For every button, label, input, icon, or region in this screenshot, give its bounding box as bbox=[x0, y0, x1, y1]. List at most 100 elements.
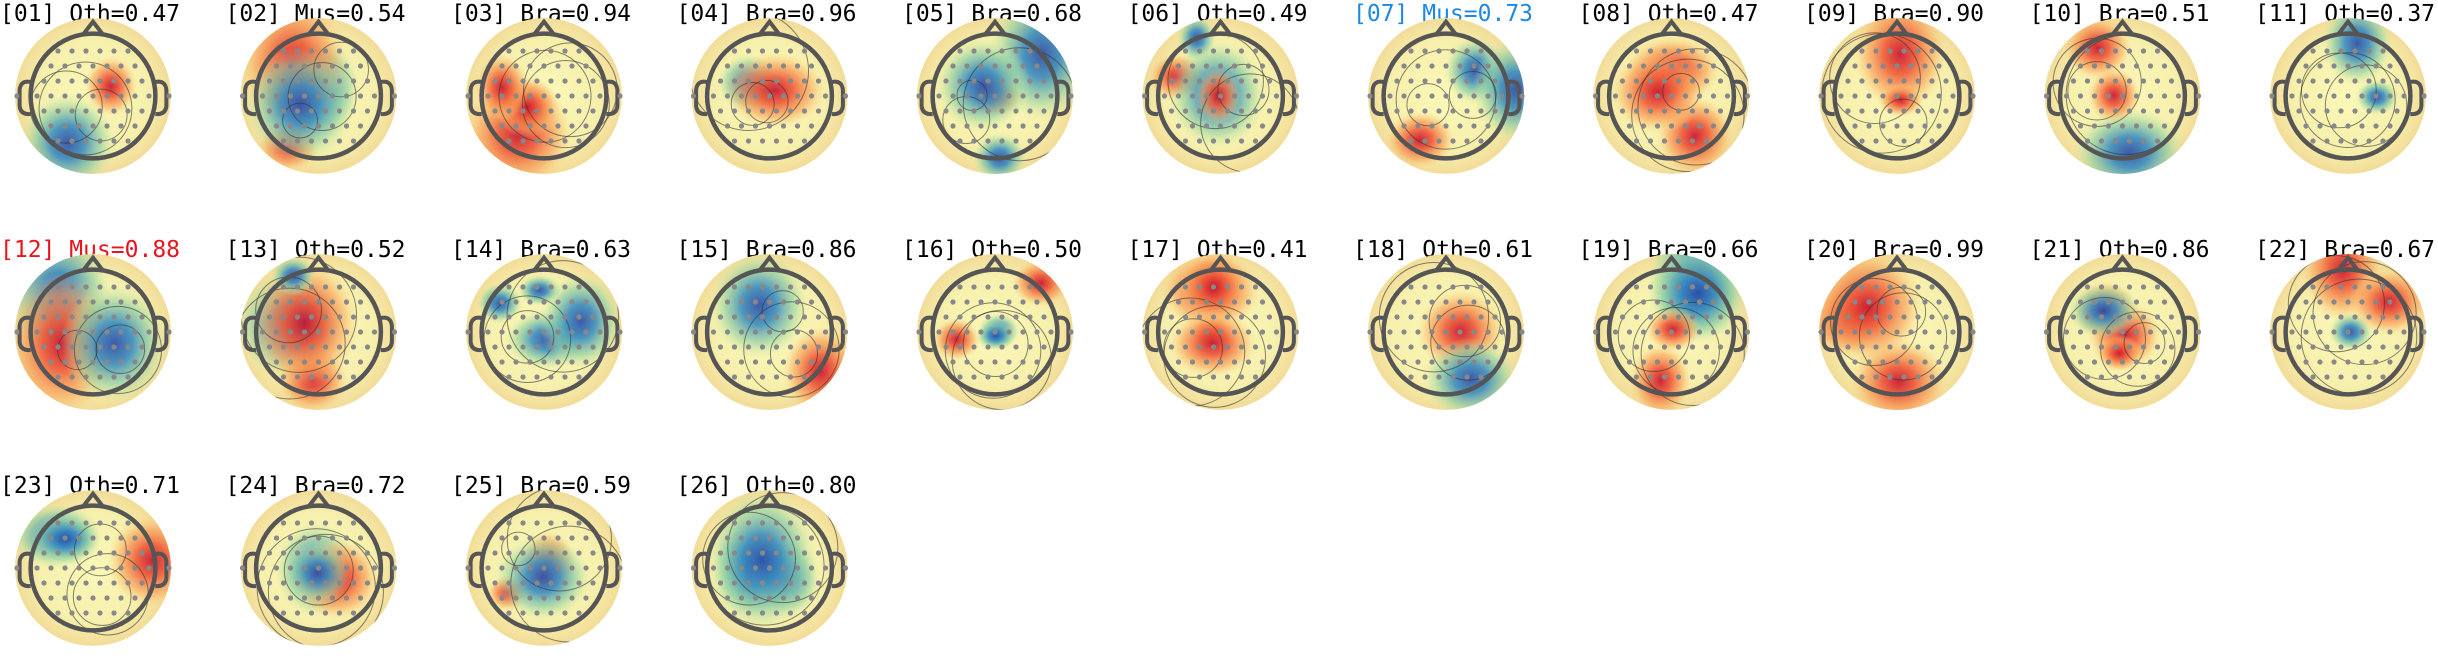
electrode bbox=[2317, 123, 2323, 129]
head-outline bbox=[2283, 31, 2413, 161]
electrode bbox=[1027, 344, 1033, 350]
electrode bbox=[1689, 108, 1696, 114]
electrode bbox=[322, 610, 329, 616]
electrode bbox=[759, 78, 766, 84]
electrode bbox=[104, 93, 110, 99]
electrode bbox=[555, 359, 561, 365]
head-nose bbox=[1885, 254, 1909, 272]
electrode bbox=[745, 138, 752, 144]
electrode bbox=[1273, 93, 1280, 99]
electrode bbox=[2161, 329, 2168, 335]
electrode bbox=[808, 123, 815, 129]
electrode bbox=[1224, 344, 1231, 350]
electrode bbox=[1894, 63, 1900, 69]
electrode bbox=[2091, 93, 2098, 99]
electrode bbox=[308, 374, 315, 380]
electrode bbox=[1266, 314, 1273, 320]
contour bbox=[38, 61, 133, 156]
electrode bbox=[773, 48, 780, 54]
electrode bbox=[936, 329, 942, 335]
electrode bbox=[266, 78, 273, 84]
electrode bbox=[690, 93, 697, 99]
electrode bbox=[2359, 123, 2365, 129]
head-outline bbox=[28, 503, 158, 633]
electrode bbox=[731, 78, 738, 84]
head-ear-left bbox=[17, 551, 31, 589]
electrode bbox=[985, 374, 991, 380]
electrode bbox=[569, 535, 575, 541]
electrode bbox=[1464, 138, 1470, 144]
electrode bbox=[1647, 108, 1654, 114]
electrode bbox=[548, 138, 554, 144]
electrode bbox=[499, 595, 505, 601]
electrode bbox=[1703, 108, 1710, 114]
electrode bbox=[1633, 48, 1640, 54]
electrode bbox=[2168, 108, 2175, 114]
electrode bbox=[985, 344, 991, 350]
electrode bbox=[815, 108, 822, 114]
electrode bbox=[273, 535, 280, 541]
electrode bbox=[2091, 359, 2098, 365]
electrode bbox=[1210, 284, 1217, 290]
electrode bbox=[350, 314, 357, 320]
electrode bbox=[801, 138, 808, 144]
electrode bbox=[280, 108, 287, 114]
electrode bbox=[90, 565, 96, 571]
electrode bbox=[1041, 108, 1047, 114]
electrode bbox=[2352, 344, 2358, 350]
electrode bbox=[1908, 123, 1914, 129]
topomap: [10] Bra=0.51 bbox=[2030, 1, 2210, 174]
electrode bbox=[1915, 78, 1921, 84]
electrode bbox=[1252, 78, 1259, 84]
electrode bbox=[1485, 93, 1491, 99]
electrode bbox=[2394, 108, 2400, 114]
electrode bbox=[322, 580, 329, 586]
head-outline bbox=[2057, 267, 2188, 397]
electrode bbox=[357, 329, 364, 335]
head-ear-left bbox=[468, 79, 482, 117]
electrode bbox=[371, 93, 378, 99]
activation-blob bbox=[1610, 51, 1705, 134]
electrode bbox=[1068, 93, 1074, 99]
electrode bbox=[315, 565, 322, 571]
electrode bbox=[759, 314, 766, 320]
electrode bbox=[916, 329, 922, 335]
electrode bbox=[55, 284, 61, 290]
electrode bbox=[1612, 329, 1619, 335]
electrode bbox=[978, 63, 984, 69]
electrode bbox=[576, 374, 582, 380]
electrode bbox=[62, 595, 68, 601]
head-nose bbox=[1885, 18, 1909, 36]
electrode bbox=[766, 299, 773, 305]
topomap: [01] Oth=0.47 bbox=[0, 1, 180, 174]
electrode bbox=[1048, 93, 1054, 99]
electrode bbox=[111, 138, 117, 144]
topomap: [11] Oth=0.37 bbox=[2255, 1, 2435, 174]
electrode bbox=[357, 359, 364, 365]
electrode bbox=[1245, 123, 1252, 129]
topomap: [21] Oth=0.86 bbox=[2030, 237, 2210, 410]
topomap: [03] Bra=0.94 bbox=[451, 1, 631, 174]
head-ear-left bbox=[243, 551, 257, 589]
electrode bbox=[2317, 93, 2323, 99]
electrode bbox=[62, 123, 68, 129]
electrode bbox=[1647, 314, 1654, 320]
electrode bbox=[534, 520, 540, 526]
electrode bbox=[576, 550, 582, 556]
electrode bbox=[1880, 123, 1886, 129]
electrode bbox=[34, 329, 40, 335]
electrode bbox=[1852, 359, 1858, 365]
electrode bbox=[2147, 63, 2154, 69]
electrode bbox=[139, 78, 145, 84]
electrode bbox=[2084, 344, 2091, 350]
electrode bbox=[562, 284, 568, 290]
head-nose bbox=[757, 254, 782, 272]
scalp-map bbox=[15, 18, 171, 174]
electrode bbox=[724, 123, 731, 129]
electrode bbox=[1041, 344, 1047, 350]
electrode bbox=[773, 344, 780, 350]
electrode bbox=[2310, 108, 2316, 114]
electrode bbox=[1929, 78, 1935, 84]
electrode bbox=[259, 565, 266, 571]
electrode bbox=[1647, 284, 1654, 290]
